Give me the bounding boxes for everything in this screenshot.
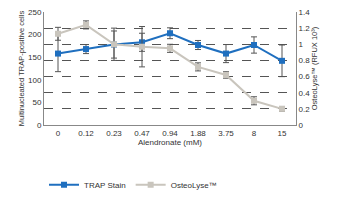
svg-text:OsteoLyse™ (RFUX 10³): OsteoLyse™ (RFUX 10³) bbox=[310, 26, 319, 110]
svg-text:1.88: 1.88 bbox=[190, 129, 206, 138]
svg-text:1.4: 1.4 bbox=[299, 8, 311, 17]
svg-text:100: 100 bbox=[28, 76, 42, 85]
svg-text:1.2: 1.2 bbox=[299, 24, 311, 33]
svg-text:200: 200 bbox=[28, 30, 42, 39]
svg-text:3.75: 3.75 bbox=[218, 129, 234, 138]
svg-text:0.94: 0.94 bbox=[162, 129, 178, 138]
svg-text:0.23: 0.23 bbox=[106, 129, 122, 138]
svg-text:TRAP Stain: TRAP Stain bbox=[84, 181, 126, 190]
svg-text:0.6: 0.6 bbox=[299, 72, 311, 81]
svg-text:0.8: 0.8 bbox=[299, 56, 311, 65]
svg-text:0.2: 0.2 bbox=[299, 105, 311, 114]
svg-text:0.12: 0.12 bbox=[78, 129, 94, 138]
svg-text:8: 8 bbox=[252, 129, 257, 138]
svg-text:0: 0 bbox=[299, 121, 304, 130]
svg-text:150: 150 bbox=[28, 53, 42, 62]
svg-text:OsteoLyse™: OsteoLyse™ bbox=[171, 181, 217, 190]
svg-text:50: 50 bbox=[32, 98, 41, 107]
svg-text:Alendronate (mM): Alendronate (mM) bbox=[138, 138, 202, 147]
svg-text:0.4: 0.4 bbox=[299, 89, 311, 98]
svg-text:1: 1 bbox=[299, 40, 304, 49]
svg-text:Multinucleated TRAP-positive c: Multinucleated TRAP-positive cells bbox=[17, 11, 26, 127]
svg-text:250: 250 bbox=[28, 8, 42, 17]
svg-text:0: 0 bbox=[37, 121, 42, 130]
svg-text:0: 0 bbox=[56, 129, 61, 138]
svg-text:15: 15 bbox=[278, 129, 287, 138]
svg-text:0.47: 0.47 bbox=[134, 129, 150, 138]
